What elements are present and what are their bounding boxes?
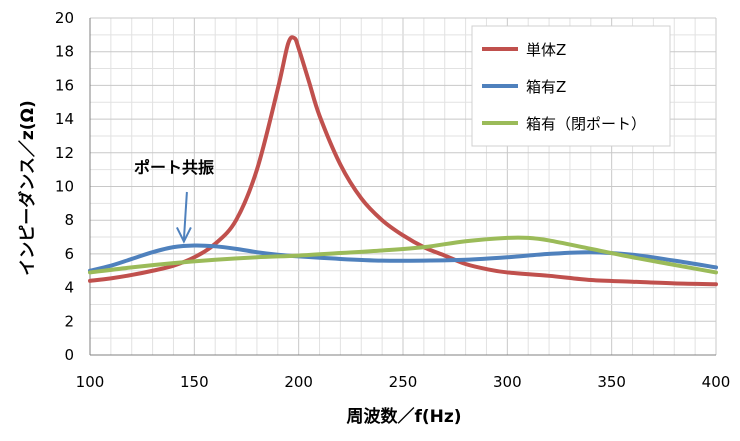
- y-tick-label: 4: [64, 279, 74, 297]
- x-tick-label: 400: [702, 373, 731, 391]
- x-tick-label: 150: [180, 373, 209, 391]
- x-tick-label: 300: [493, 373, 522, 391]
- y-tick-label: 10: [55, 178, 74, 196]
- tick-labels: 100 150 200 250 300 350 400 0 2 4 6 8 10 12 14 16 18 20: [55, 9, 730, 391]
- y-tick-label: 6: [64, 245, 74, 263]
- y-tick-label: 14: [55, 110, 74, 128]
- x-axis-title: 周波数／f(Hz): [346, 406, 461, 427]
- annotations: ポート共振: [134, 158, 214, 244]
- y-tick-label: 2: [64, 312, 74, 330]
- y-tick-label: 20: [55, 9, 74, 27]
- annotation-arrow-head: [176, 227, 192, 244]
- x-tick-label: 100: [76, 373, 105, 391]
- series-lines: [88, 35, 718, 287]
- annotation-port-resonance: ポート共振: [134, 158, 214, 177]
- x-tick-label: 350: [597, 373, 626, 391]
- x-tick-label: 200: [284, 373, 313, 391]
- y-tick-label: 8: [64, 211, 74, 229]
- y-tick-label: 16: [55, 76, 74, 94]
- axes: [89, 18, 716, 356]
- y-tick-label: 12: [55, 144, 74, 162]
- annotation-arrow-shaft: [182, 191, 188, 240]
- legend-label: 箱有（閉ポート）: [526, 115, 646, 133]
- legend-label: 箱有Z: [526, 78, 566, 96]
- legend-label: 単体Z: [526, 41, 566, 59]
- x-tick-label: 250: [389, 373, 418, 391]
- legend: 単体Z 箱有Z 箱有（閉ポート）: [471, 25, 671, 147]
- y-axis-title: インピーダンス／z(Ω): [17, 100, 38, 276]
- y-tick-label: 0: [64, 346, 74, 364]
- y-tick-label: 18: [55, 43, 74, 61]
- series-line-hakoari-closed-port: [88, 235, 718, 275]
